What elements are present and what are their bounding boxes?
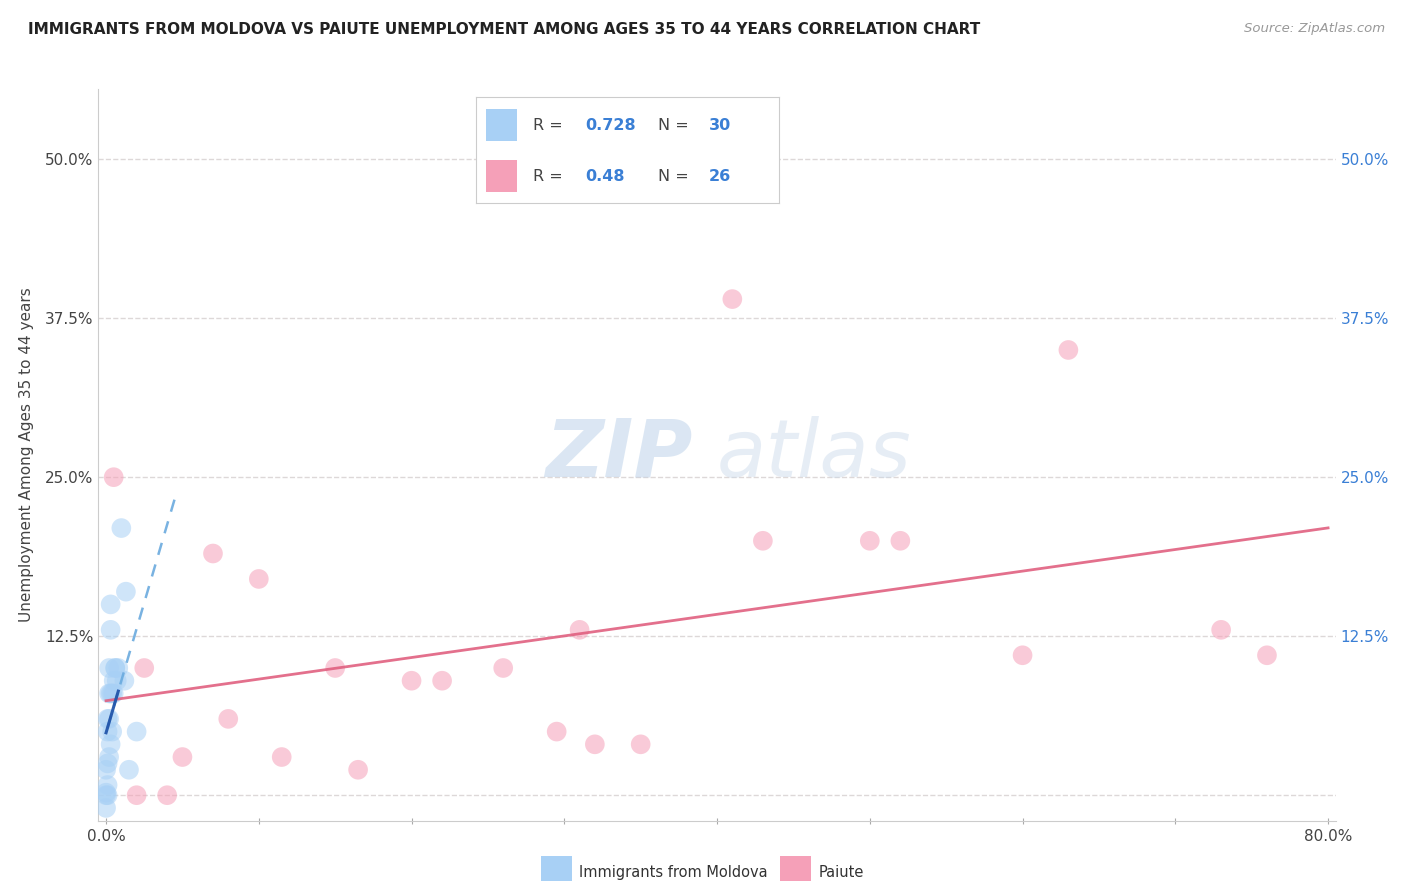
Point: [401, 673, 423, 688]
Point: [859, 533, 882, 548]
Point: [172, 750, 194, 764]
Point: [568, 623, 591, 637]
Point: [97, 712, 120, 726]
Point: [97, 724, 120, 739]
Point: [100, 686, 122, 700]
Point: [97, 756, 120, 771]
Point: [347, 763, 370, 777]
Point: [103, 470, 125, 484]
Point: [630, 737, 652, 751]
Point: [94, 801, 117, 815]
Point: [97, 778, 120, 792]
Point: [430, 673, 453, 688]
Point: [247, 572, 270, 586]
Point: [100, 598, 122, 612]
Point: [97, 788, 120, 802]
Point: [94, 788, 117, 802]
Point: [103, 673, 125, 688]
Y-axis label: Unemployment Among Ages 35 to 44 years: Unemployment Among Ages 35 to 44 years: [18, 287, 34, 623]
Point: [110, 521, 132, 535]
Point: [134, 661, 156, 675]
Point: [323, 661, 346, 675]
Point: [118, 763, 141, 777]
Point: [98, 750, 121, 764]
Point: [100, 623, 122, 637]
Point: [752, 533, 775, 548]
Text: ZIP: ZIP: [546, 416, 692, 494]
Point: [201, 547, 224, 561]
Point: [1256, 648, 1278, 663]
Point: [1057, 343, 1080, 357]
Text: Source: ZipAtlas.com: Source: ZipAtlas.com: [1244, 22, 1385, 36]
Point: [112, 673, 135, 688]
Point: [103, 686, 125, 700]
Text: atlas: atlas: [717, 416, 912, 494]
Point: [156, 788, 179, 802]
Point: [270, 750, 292, 764]
Point: [104, 661, 127, 675]
Point: [94, 763, 117, 777]
Point: [125, 788, 148, 802]
Text: Paiute: Paiute: [818, 865, 863, 880]
Text: Immigrants from Moldova: Immigrants from Moldova: [579, 865, 768, 880]
Point: [101, 724, 124, 739]
Point: [721, 292, 744, 306]
Point: [98, 712, 121, 726]
Point: [546, 724, 568, 739]
Point: [107, 661, 129, 675]
Point: [115, 584, 138, 599]
Point: [217, 712, 239, 726]
Point: [94, 786, 117, 800]
Point: [1211, 623, 1233, 637]
Point: [1011, 648, 1033, 663]
Point: [105, 673, 128, 688]
Point: [889, 533, 911, 548]
Point: [98, 661, 121, 675]
Point: [104, 661, 127, 675]
Text: IMMIGRANTS FROM MOLDOVA VS PAIUTE UNEMPLOYMENT AMONG AGES 35 TO 44 YEARS CORRELA: IMMIGRANTS FROM MOLDOVA VS PAIUTE UNEMPL…: [28, 22, 980, 37]
Point: [98, 686, 121, 700]
Point: [100, 737, 122, 751]
Point: [583, 737, 606, 751]
Point: [101, 686, 124, 700]
Point: [492, 661, 515, 675]
Point: [125, 724, 148, 739]
